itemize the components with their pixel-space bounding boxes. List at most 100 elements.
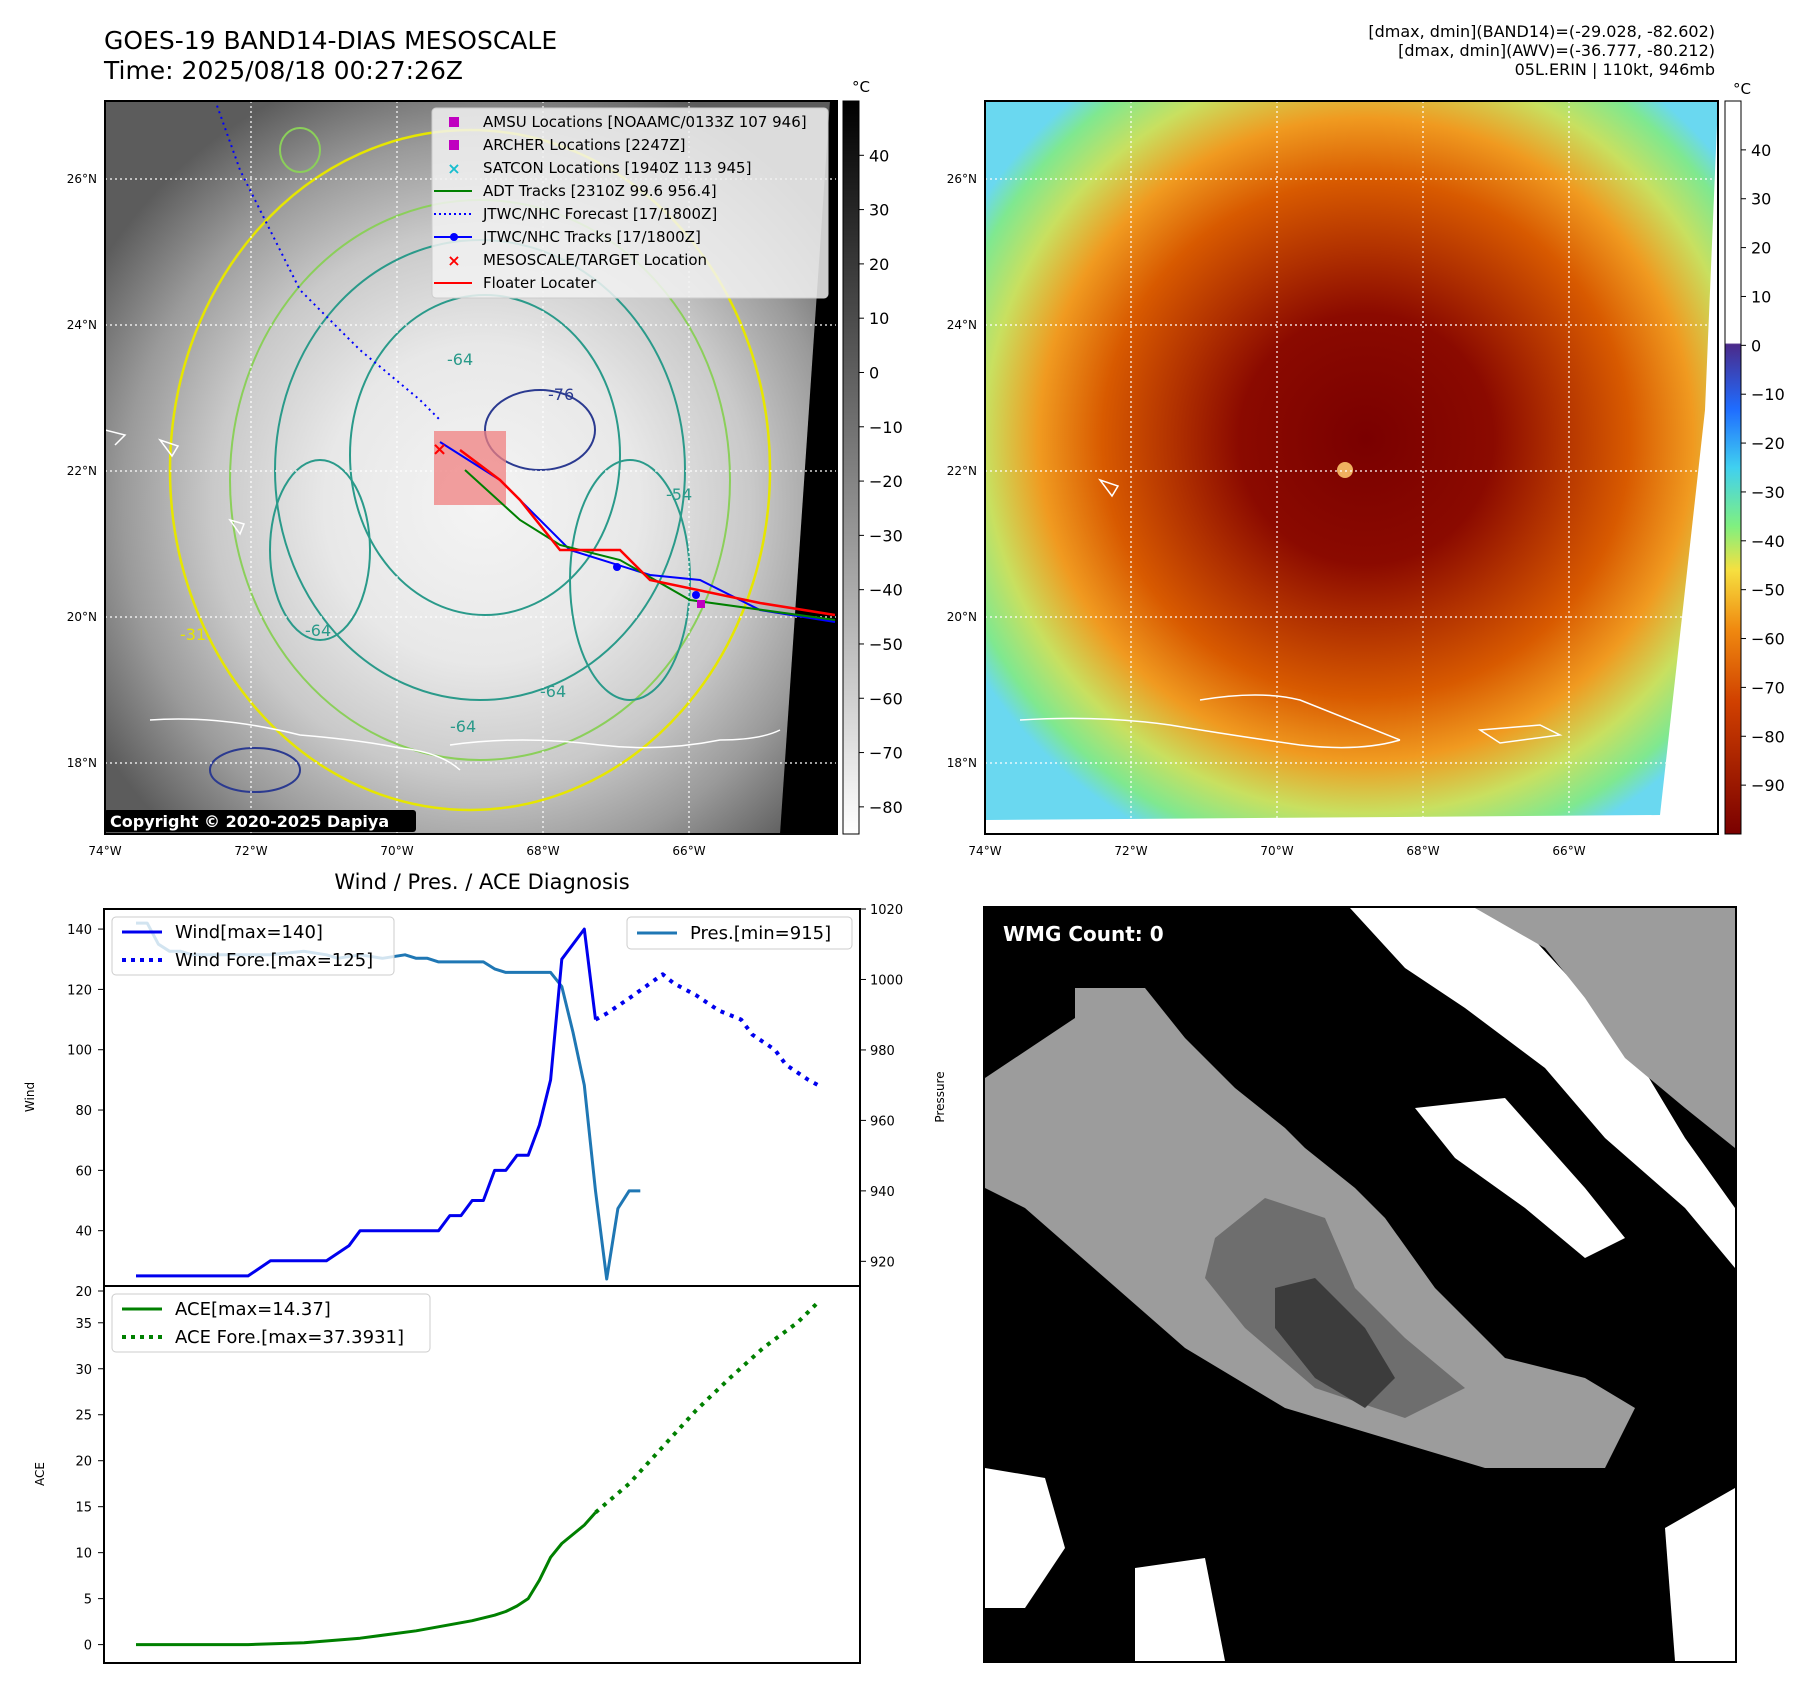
contour-label: -64 (305, 621, 331, 640)
wind-axis-label: Wind (23, 1082, 37, 1112)
wmg-region-white-se (1665, 1488, 1735, 1661)
lon-label: 68°W (526, 844, 559, 858)
copyright: Copyright © 2020-2025 Dapiya (110, 812, 389, 831)
colorbar-tick-label: −80 (869, 798, 903, 817)
lon-label: 66°W (672, 844, 705, 858)
pressure-tick-label: 940 (870, 1185, 895, 1200)
legend-label: MESOSCALE/TARGET Location (483, 251, 707, 269)
legend-marker: × (447, 251, 460, 270)
info-band14-range: [dmax, dmin](BAND14)=(-29.028, -82.602) (1368, 22, 1715, 41)
lat-label: 22°N (947, 464, 977, 478)
colorbar-tick-label: −30 (869, 526, 903, 545)
pres-legend: Pres.[min=915] (626, 916, 853, 950)
right-map-grid (985, 101, 1718, 834)
diagnosis-chart: Wind / Pres. / ACE Diagnosis Wind Pressu… (23, 870, 947, 1664)
wind-tick-label: 100 (67, 1044, 92, 1059)
colorbar-tick-label: 20 (869, 255, 889, 274)
lat-label: 18°N (67, 756, 97, 770)
right-lon-labels: 74°W 72°W 70°W 68°W 66°W (968, 844, 1585, 858)
lon-label: 72°W (1114, 844, 1147, 858)
colorbar-tick-label: −40 (869, 581, 903, 600)
right-lat-labels: 26°N 24°N 22°N 20°N 18°N (947, 172, 977, 770)
wmg-region-white (1350, 908, 1735, 1268)
lon-label: 68°W (1406, 844, 1439, 858)
lon-label: 70°W (1260, 844, 1293, 858)
amsu-marker (697, 600, 705, 608)
legend-label: JTWC/NHC Tracks [17/1800Z] (482, 228, 701, 246)
lat-label: 26°N (947, 172, 977, 186)
colorbar-tick-label: −70 (869, 744, 903, 763)
coastlines (105, 429, 781, 771)
wmg-panel: WMG Count: 0 (983, 906, 1737, 1663)
pressure-axis-label: Pressure (933, 1071, 947, 1122)
ace-forecast-series-line (594, 1299, 822, 1515)
colorbar-tick-label: −90 (1751, 776, 1785, 795)
left-map-legend: AMSU Locations [NOAAMC/0133Z 107 946] ARC… (431, 107, 829, 299)
ace-axis-label: ACE (33, 1462, 47, 1486)
legend-label-wind: Wind[max=140] (175, 922, 323, 943)
wind-legend: Wind[max=140] Wind Fore.[max=125] (111, 916, 395, 976)
colorbar-tick-label: 40 (869, 146, 889, 165)
contour-label: -64 (450, 717, 476, 736)
colorbar-tick-label: −50 (1751, 581, 1785, 600)
colorbar-tick-label: −20 (1751, 434, 1785, 453)
right-colorbar-unit: °C (1733, 80, 1751, 98)
right-colorbar (1724, 100, 1742, 835)
legend-label-pres: Pres.[min=915] (690, 923, 831, 944)
left-colorbar (842, 100, 860, 835)
wmg-region-white-mid (1415, 1098, 1625, 1258)
colorbar-tick-label: −10 (1751, 385, 1785, 404)
pressure-series-line (136, 921, 641, 1281)
legend-label-wind-fore: Wind Fore.[max=125] (175, 950, 373, 971)
track-point (692, 591, 700, 599)
legend-label: JTWC/NHC Forecast [17/1800Z] (482, 205, 717, 223)
contour-label: -31 (180, 625, 206, 644)
info-awv-range: [dmax, dmin](AWV)=(-36.777, -80.212) (1398, 41, 1715, 60)
right-coastlines (1019, 478, 1563, 749)
legend-label-ace: ACE[max=14.37] (175, 1299, 331, 1320)
colorbar-tick-label: 10 (1751, 287, 1771, 306)
right-map-frame (984, 100, 1719, 835)
contour-label: -64 (540, 682, 566, 701)
wmg-image: WMG Count: 0 (985, 908, 1735, 1661)
ace-tick-label: 15 (75, 1501, 92, 1516)
contour-label: -54 (666, 485, 692, 504)
color-ir-image (985, 101, 1718, 820)
contour-label: -76 (548, 385, 574, 404)
wmg-region-white-sw (985, 1468, 1065, 1608)
ace-series-line (136, 1511, 597, 1647)
figure-info: [dmax, dmin](BAND14)=(-29.028, -82.602) … (1368, 22, 1715, 79)
target-box (434, 431, 506, 505)
ace-panel-frame (103, 1285, 861, 1664)
mesoscale-marker: × (432, 439, 447, 460)
ace-tick-label: 0 (84, 1639, 92, 1654)
wind-tick-label: 60 (75, 1164, 92, 1179)
storm-eye (1337, 462, 1353, 478)
colorbar-tick-label: −10 (869, 418, 903, 437)
floater-track (459, 449, 836, 617)
wind-series-line (136, 927, 597, 1278)
lat-label: 20°N (67, 610, 97, 624)
lon-label: 74°W (88, 844, 121, 858)
ace-tick-label: 25 (75, 1409, 92, 1424)
wind-tick-label: 40 (75, 1225, 92, 1240)
colorbar-tick-label: 40 (1751, 141, 1771, 160)
lat-label: 22°N (67, 464, 97, 478)
lon-label: 66°W (1552, 844, 1585, 858)
figure-title: GOES-19 BAND14-DIAS MESOSCALE (104, 26, 558, 55)
lon-label: 74°W (968, 844, 1001, 858)
contour-label: -64 (447, 350, 473, 369)
wind-tick-label: 120 (67, 983, 92, 998)
wind-tick-label: 80 (75, 1104, 92, 1119)
lat-label: 20°N (947, 610, 977, 624)
info-storm: 05L.ERIN | 110kt, 946mb (1514, 60, 1715, 79)
wind-tick-label: 20 (75, 1285, 92, 1300)
pressure-tick-label: 980 (870, 1044, 895, 1059)
legend-marker (449, 140, 459, 150)
ace-legend: ACE[max=14.37] ACE Fore.[max=37.3931] (111, 1293, 431, 1353)
ace-tick-label: 5 (84, 1593, 92, 1608)
colorbar-tick-label: −50 (869, 635, 903, 654)
legend-label: AMSU Locations [NOAAMC/0133Z 107 946] (483, 113, 807, 131)
colorbar-tick-label: −60 (869, 689, 903, 708)
colorbar-tick-label: −60 (1751, 630, 1785, 649)
